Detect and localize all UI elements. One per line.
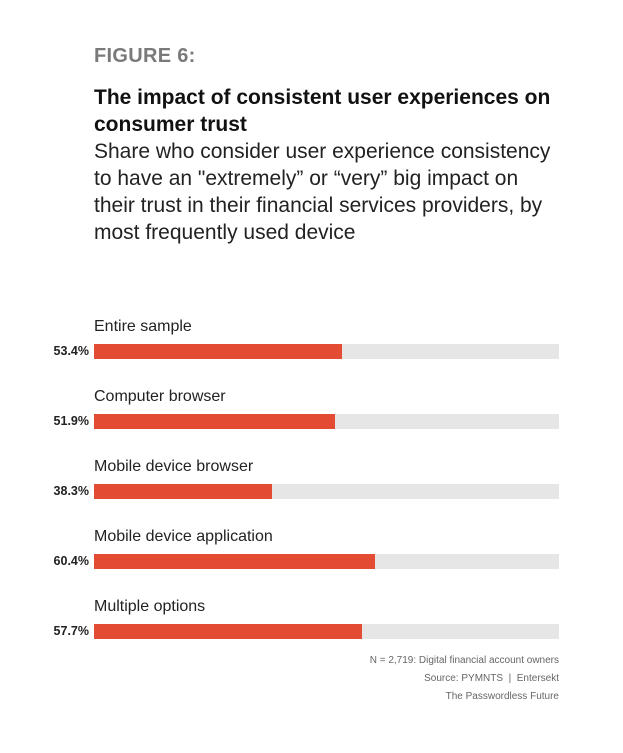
category-label: Mobile device browser: [94, 458, 254, 475]
bar-track: [94, 554, 559, 569]
figure-label: FIGURE 6:: [94, 45, 196, 67]
bar: [94, 414, 336, 429]
bar-track: [94, 344, 559, 359]
sample-note: N = 2,719: Digital financial account own…: [369, 655, 559, 666]
chart-notes: N = 2,719: Digital financial account own…: [370, 652, 559, 706]
bar: [94, 624, 363, 639]
bar: [94, 554, 375, 569]
category-label: Entire sample: [94, 318, 192, 335]
category-label: Mobile device application: [94, 528, 273, 545]
value-label: 60.4%: [53, 554, 89, 568]
source-note: Source: PYMNTS | Entersekt: [424, 673, 559, 684]
bar-track: [94, 624, 559, 639]
bar: [94, 344, 343, 359]
bar-track: [94, 414, 559, 429]
chart-subtitle: Share who consider user experience consi…: [94, 140, 551, 244]
category-label: Computer browser: [94, 388, 226, 405]
bar-track: [94, 484, 559, 499]
value-label: 53.4%: [53, 344, 89, 358]
bar: [94, 484, 273, 499]
chart-title: The impact of consistent user experience…: [94, 86, 551, 136]
value-label: 51.9%: [53, 414, 89, 428]
category-label: Multiple options: [94, 598, 206, 615]
report-note: The Passwordless Future: [445, 691, 559, 702]
value-label: 57.7%: [53, 624, 89, 638]
value-label: 38.3%: [53, 484, 89, 498]
